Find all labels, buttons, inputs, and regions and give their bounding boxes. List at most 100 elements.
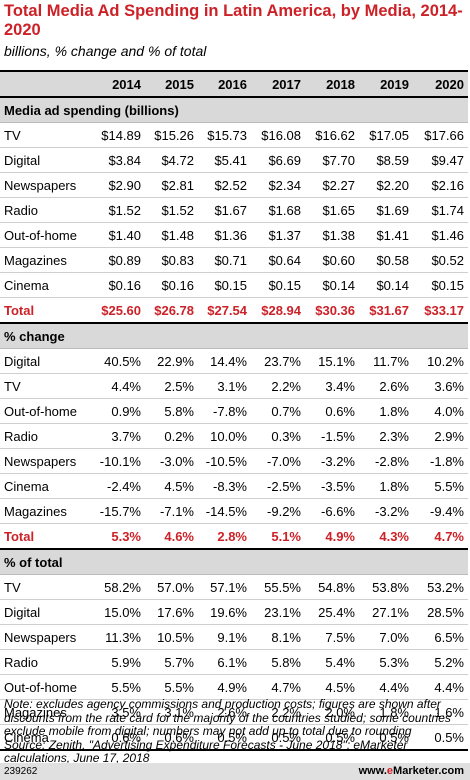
column-header: 2014 — [92, 70, 145, 98]
brand-suffix: .com — [438, 765, 464, 777]
cell-value: $1.37 — [251, 222, 305, 248]
cell-value: $9.47 — [413, 147, 468, 173]
cell-value: 55.5% — [251, 574, 305, 600]
cell-value: 0.5% — [251, 724, 305, 751]
cell-value: 0.7% — [251, 398, 305, 424]
total-value: $31.67 — [359, 297, 413, 324]
cell-value: $4.72 — [145, 147, 198, 173]
cell-value: $2.34 — [251, 172, 305, 198]
cell-value: 25.4% — [305, 599, 359, 625]
row-label: TV — [0, 373, 92, 399]
cell-value: $1.40 — [92, 222, 145, 248]
cell-value: 54.8% — [305, 574, 359, 600]
cell-value: -8.3% — [198, 473, 251, 499]
table-row: Out-of-home 5.5% 5.5% 4.9% 4.7% 4.5% 4.4% 4.4% — [0, 674, 468, 700]
cell-value: 3.1% — [145, 699, 198, 725]
chart-id: 239262 — [4, 766, 38, 777]
row-label: Out-of-home — [0, 674, 92, 700]
row-label: Cinema — [0, 724, 92, 751]
table-row: Magazines 3.5% 3.1% 2.6% 2.2% 2.0% 1.8% 1.6% — [0, 699, 468, 725]
cell-value: 58.2% — [92, 574, 145, 600]
cell-value: $1.52 — [145, 197, 198, 223]
column-header: 2015 — [145, 70, 198, 98]
row-label: Cinema — [0, 272, 92, 298]
cell-value: 6.1% — [198, 649, 251, 675]
cell-value: 5.7% — [145, 649, 198, 675]
cell-value: $1.68 — [251, 197, 305, 223]
brand-e: e — [386, 765, 394, 777]
cell-value: -3.0% — [145, 448, 198, 474]
cell-value: $8.59 — [359, 147, 413, 173]
cell-value: 4.0% — [413, 398, 468, 424]
table-row: Magazines -15.7% -7.1% -14.5% -9.2% -6.6% -3.2… — [0, 498, 468, 524]
total-value: 5.3% — [92, 523, 145, 550]
cell-value: 4.4% — [413, 674, 468, 700]
cell-value: 4.7% — [251, 674, 305, 700]
cell-value: 7.0% — [359, 624, 413, 650]
cell-value: 5.9% — [92, 649, 145, 675]
table-row: TV 4.4% 2.5% 3.1% 2.2% 3.4% 2.6% 3.6% — [0, 373, 468, 399]
cell-value: $5.41 — [198, 147, 251, 173]
table-row: Out-of-home $1.40 $1.48 $1.36 $1.37 $1.38 $1.4… — [0, 222, 468, 248]
cell-value: 40.5% — [92, 348, 145, 374]
cell-value: 8.1% — [251, 624, 305, 650]
cell-value: 27.1% — [359, 599, 413, 625]
cell-value: 0.5% — [359, 724, 413, 751]
cell-value: 11.3% — [92, 624, 145, 650]
total-value: 2.8% — [198, 523, 251, 550]
cell-value: 53.8% — [359, 574, 413, 600]
row-label: Newspapers — [0, 172, 92, 198]
total-row: Total 5.3% 4.6% 2.8% 5.1% 4.9% 4.3% 4.7% — [0, 523, 468, 550]
cell-value: -14.5% — [198, 498, 251, 524]
cell-value: 2.2% — [251, 699, 305, 725]
cell-value: -3.2% — [359, 498, 413, 524]
table-row: Radio $1.52 $1.52 $1.67 $1.68 $1.65 $1.69 $1.74 — [0, 197, 468, 223]
cell-value: $0.83 — [145, 247, 198, 273]
row-label: Magazines — [0, 699, 92, 725]
table-row: Out-of-home 0.9% 5.8% -7.8% 0.7% 0.6% 1.8% 4.0% — [0, 398, 468, 424]
footnote: Note: excludes agency commissions and pr… — [4, 697, 466, 766]
table-row: Radio 5.9% 5.7% 6.1% 5.8% 5.4% 5.3% 5.2% — [0, 649, 468, 675]
brand-logo: www.eMarketer.com — [359, 765, 464, 777]
cell-value: $1.52 — [92, 197, 145, 223]
cell-value: 3.5% — [92, 699, 145, 725]
total-value: $28.94 — [251, 297, 305, 324]
cell-value: 1.8% — [359, 473, 413, 499]
cell-value: $14.89 — [92, 122, 145, 148]
column-header: 2017 — [251, 70, 305, 98]
cell-value: 5.3% — [359, 649, 413, 675]
cell-value: $0.89 — [92, 247, 145, 273]
cell-value: 0.6% — [92, 724, 145, 751]
cell-value: $0.14 — [359, 272, 413, 298]
total-value: 5.1% — [251, 523, 305, 550]
row-label: TV — [0, 122, 92, 148]
cell-value: $0.16 — [145, 272, 198, 298]
chart-title: Total Media Ad Spending in Latin America… — [4, 2, 463, 39]
table-row: Cinema $0.16 $0.16 $0.15 $0.15 $0.14 $0.14 $0.1… — [0, 272, 468, 298]
cell-value: $0.58 — [359, 247, 413, 273]
cell-value: $0.14 — [305, 272, 359, 298]
brand-name: Marketer — [393, 765, 439, 777]
cell-value: 1.8% — [359, 398, 413, 424]
cell-value: $15.26 — [145, 122, 198, 148]
cell-value: 1.6% — [413, 699, 468, 725]
cell-value: -10.5% — [198, 448, 251, 474]
table-row: TV 58.2% 57.0% 57.1% 55.5% 54.8% 53.8% 53.2% — [0, 574, 468, 600]
row-label: Digital — [0, 147, 92, 173]
cell-value: 4.4% — [92, 373, 145, 399]
cell-value: 5.8% — [251, 649, 305, 675]
cell-value: 2.0% — [305, 699, 359, 725]
cell-value: -15.7% — [92, 498, 145, 524]
cell-value: 23.7% — [251, 348, 305, 374]
cell-value: 14.4% — [198, 348, 251, 374]
cell-value: 2.9% — [413, 423, 468, 449]
cell-value: $0.15 — [251, 272, 305, 298]
cell-value: 3.7% — [92, 423, 145, 449]
cell-value: $1.38 — [305, 222, 359, 248]
cell-value: 17.6% — [145, 599, 198, 625]
cell-value: $7.70 — [305, 147, 359, 173]
row-label: Out-of-home — [0, 398, 92, 424]
section-heading: Media ad spending (billions) — [0, 97, 468, 123]
cell-value: $6.69 — [251, 147, 305, 173]
total-value: $33.17 — [413, 297, 468, 324]
